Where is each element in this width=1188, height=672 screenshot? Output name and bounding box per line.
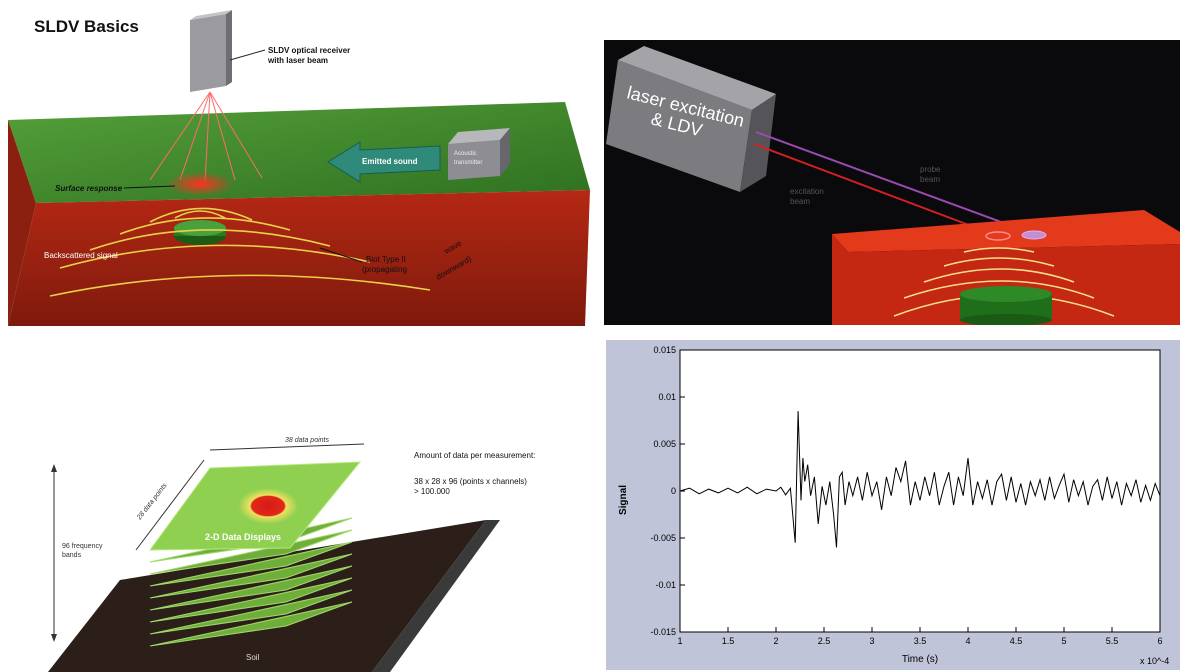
y-tick-label: 0.015 — [653, 345, 676, 355]
surface-response-callout — [123, 185, 176, 189]
formula-label: 38 x 28 x 96 (points x channels) — [414, 477, 527, 486]
sldv-concept-diagram: SLDV optical receiver with laser beam Su… — [8, 10, 590, 326]
x-tick-label: 6 — [1157, 636, 1162, 646]
page-title: SLDV Basics — [34, 17, 139, 36]
emitted-sound-arrow — [327, 141, 441, 183]
transmitter-box-front — [448, 140, 500, 180]
backscattered-label: Backscattered signal — [44, 251, 118, 260]
bands-arrow-bottom — [51, 634, 57, 642]
buried-cylinder-top — [960, 286, 1052, 302]
bands-arrow-top — [51, 464, 57, 472]
excitation-beam-label-2: beam — [790, 197, 810, 206]
red-block-top — [832, 210, 1180, 252]
receiver-box-top — [190, 10, 232, 20]
red-block-front — [832, 234, 1180, 325]
ldv-box-side — [740, 94, 776, 192]
buried-cylinder-bottom — [960, 314, 1052, 325]
signal-series-line — [679, 411, 1161, 548]
bands-label-2: bands — [62, 552, 82, 559]
x-dimension-arrow — [209, 443, 365, 451]
bands-label-1: 96 frequency — [62, 543, 103, 550]
probe-beam — [755, 131, 1035, 235]
signal-chart: 0.015 0.01 0.005 0 -0.005 -0.01 -0.015 1 1.5 2 2.… — [606, 340, 1180, 670]
buried-object-top — [174, 220, 226, 236]
y-tick-label: 0.005 — [653, 439, 676, 449]
x-tick-label: 4 — [965, 636, 970, 646]
x-tick-label: 1.5 — [722, 636, 735, 646]
x-tick-label: 4.5 — [1010, 636, 1023, 646]
x-tick-label: 1 — [677, 636, 682, 646]
soil-label: Soil — [246, 653, 260, 662]
transmitter-label-2: transmitter — [454, 160, 482, 166]
data-cube-diagram: 2-D Data Displays 38 data points 28 data… — [48, 437, 535, 672]
x-tick-label: 3.5 — [914, 636, 927, 646]
x-tick-label: 3 — [869, 636, 874, 646]
transmitter-box-top — [448, 128, 510, 144]
y-tick-label: -0.005 — [650, 533, 676, 543]
x-tick-label: 5.5 — [1106, 636, 1119, 646]
emitted-sound-label: Emitted sound — [362, 157, 418, 166]
excitation-beam — [753, 143, 999, 237]
y-points-label: 28 data points — [135, 482, 169, 522]
ldv-box-top — [618, 46, 776, 110]
surface-response-label: Surface response — [55, 184, 123, 193]
y-tick-label: 0.01 — [658, 392, 676, 402]
y-axis-label: Signal — [618, 485, 629, 515]
excitation-beam-label-1: excitation — [790, 187, 824, 196]
x-tick-label: 2 — [773, 636, 778, 646]
biot-label-2: (propagating — [362, 265, 407, 274]
receiver-callout-line — [229, 49, 266, 61]
ldv-box-front — [606, 60, 752, 192]
surface-response-spot — [166, 172, 234, 196]
probe-beam-label-2: beam — [920, 175, 940, 184]
receiver-box-side — [226, 10, 232, 86]
soil-top-surface — [8, 102, 590, 203]
display-label: 2-D Data Displays — [205, 532, 281, 542]
probe-beam-label-1: probe — [920, 165, 941, 174]
data-layers — [149, 517, 353, 647]
x-multiplier-label: x 10^-4 — [1140, 656, 1169, 666]
backscattered-waves — [49, 207, 431, 297]
amount-label: Amount of data per measurement: — [414, 451, 535, 460]
display-hotspot — [238, 488, 298, 524]
biot-label-1: Biot Type II — [366, 255, 406, 264]
x-tick-label: 5 — [1061, 636, 1066, 646]
total-label: > 100.000 — [414, 487, 450, 496]
receiver-label-1: SLDV optical receiver — [268, 46, 350, 55]
x-tick-label: 2.5 — [818, 636, 831, 646]
laser-excitation-diagram: laser excitation & LDV probe beam excita… — [604, 40, 1180, 325]
soil-plane-right — [372, 520, 500, 672]
x-axis-label: Time (s) — [902, 654, 938, 665]
probe-spot — [1021, 230, 1047, 240]
receiver-label-2: with laser beam — [267, 56, 328, 65]
transmitter-label-1: Acoustic — [454, 151, 477, 157]
x-points-label: 38 data points — [285, 437, 329, 444]
excitation-spot — [985, 231, 1011, 241]
soil-side-face — [8, 120, 36, 326]
y-tick-label: -0.01 — [655, 580, 676, 590]
soil-plane — [48, 520, 486, 672]
biot-callout-line — [319, 247, 363, 263]
transmitter-box-side — [500, 128, 510, 176]
y-dimension-arrow — [135, 459, 205, 551]
y-tick-label: -0.015 — [650, 627, 676, 637]
y-tick-label: 0 — [671, 486, 676, 496]
receiver-box-front — [190, 14, 226, 92]
laser-beams — [149, 91, 263, 183]
